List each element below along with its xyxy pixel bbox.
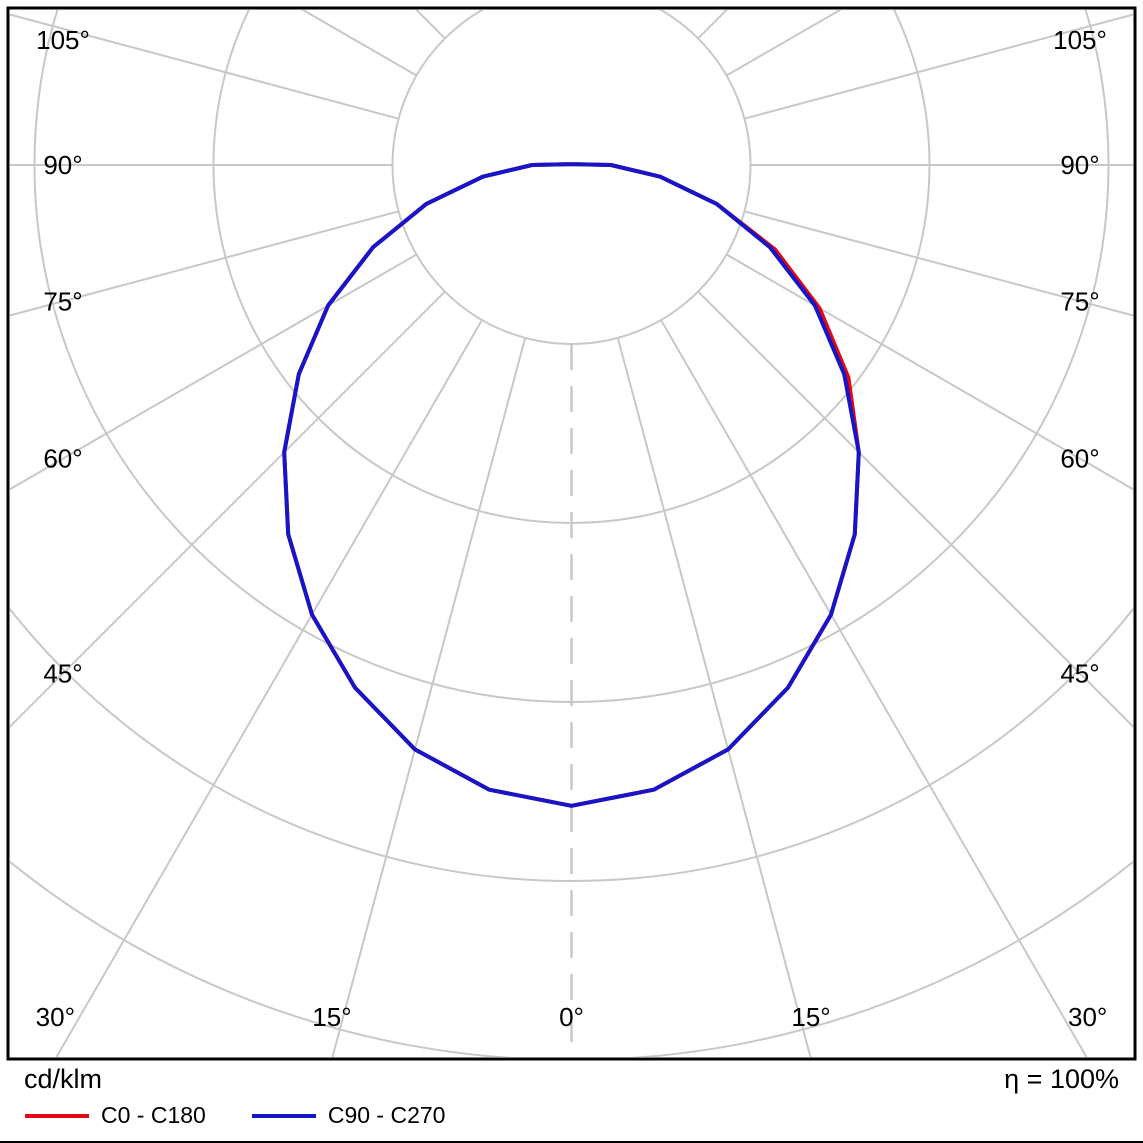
chart-footer: cd/klm η = 100% C0 - C180 C90 - C270	[0, 1062, 1143, 1143]
angle-tick-label: 15°	[791, 1002, 830, 1032]
c90-c270-line-swatch	[251, 1113, 316, 1118]
angle-tick-label: 0°	[559, 1002, 584, 1032]
angle-tick-label: 105°	[1053, 25, 1107, 55]
angle-tick-label: 15°	[312, 1002, 351, 1032]
angle-tick-label: 90°	[43, 150, 82, 180]
angle-tick-label: 105°	[36, 25, 90, 55]
angle-tick-label: 45°	[43, 659, 82, 689]
c0-c180-line-swatch	[25, 1113, 89, 1118]
angle-tick-label: 60°	[43, 444, 82, 474]
legend-item-c0-c180: C0 - C180	[25, 1102, 206, 1129]
legend-label-c0-c180: C0 - C180	[101, 1102, 206, 1128]
angle-tick-label: 30°	[36, 1002, 75, 1032]
bottom-border-line	[0, 1141, 1143, 1143]
angle-tick-label: 75°	[43, 286, 82, 316]
unit-label: cd/klm	[24, 1064, 103, 1094]
legend-item-c90-c270: C90 - C270	[251, 1102, 446, 1129]
angle-tick-label: 30°	[1068, 1002, 1107, 1032]
polar-intensity-chart: 105° 90° 75° 60° 45° 30° 15° 0° 15° 30° 45° 60° 75° 9…	[6, 6, 1137, 1061]
legend: C0 - C180 C90 - C270	[25, 1102, 445, 1129]
angle-tick-label: 45°	[1060, 659, 1099, 689]
efficiency-label: η = 100%	[1004, 1064, 1119, 1094]
angle-tick-label: 90°	[1060, 150, 1099, 180]
angle-tick-label: 75°	[1060, 286, 1099, 316]
angle-tick-label: 60°	[1060, 444, 1099, 474]
legend-label-c90-c270: C90 - C270	[327, 1102, 446, 1128]
units-row: cd/klm η = 100%	[0, 1064, 1143, 1095]
